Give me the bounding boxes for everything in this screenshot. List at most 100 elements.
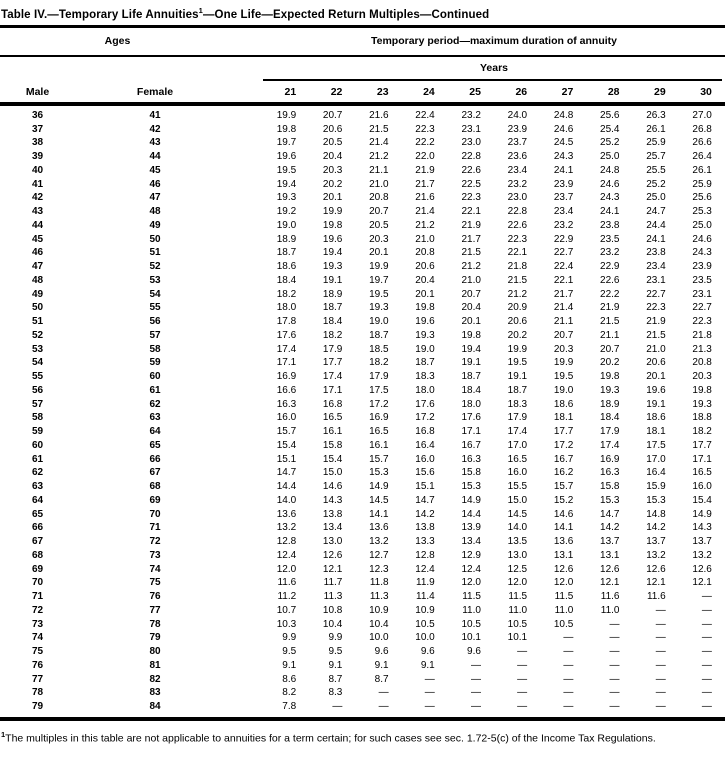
table-row: 61 66 15.1 15.4 15.7 16.0 16.3 16.5 16.7 16.9 17.0…	[0, 453, 725, 467]
years-header: Years	[479, 62, 509, 75]
cell-multiple-value: 24.1	[553, 164, 574, 176]
cell-multiple-value: 20.8	[415, 247, 435, 259]
row-spacer	[235, 549, 263, 563]
cell-multiple-value: —	[609, 632, 620, 644]
cell-multiple-value: 16.9	[276, 371, 297, 383]
cell-male-age: 68	[31, 549, 44, 561]
cell-female-age: 64	[149, 426, 161, 438]
cell-multiple-value: 16.3	[276, 398, 297, 410]
cell-female-age: 79	[149, 632, 161, 644]
cell-multiple-value: 11.8	[369, 577, 389, 589]
cell-multiple-value: 13.7	[692, 536, 712, 548]
cell-multiple-value: 12.6	[692, 563, 712, 575]
cell-male-age: 42	[31, 192, 44, 204]
cell-multiple-value: 19.0	[276, 219, 297, 231]
cell-female-age: 74	[149, 563, 161, 575]
cell-multiple-value: 19.6	[646, 384, 666, 396]
cell-male-age: 62	[31, 467, 44, 479]
cell-multiple-value: 25.6	[692, 192, 712, 204]
cell-male-age: 67	[31, 536, 44, 548]
cell-male-age: 79	[31, 701, 44, 713]
cell-multiple-value: 21.7	[461, 233, 481, 245]
table-row: 76 81 9.1 9.1 9.1 9.1 — — — — — —	[0, 659, 725, 673]
female-column-header: Female	[136, 85, 174, 98]
row-spacer	[235, 576, 263, 590]
cell-male-age: 61	[31, 453, 44, 465]
cell-male-age: 41	[31, 178, 44, 190]
cell-multiple-value: 20.7	[600, 343, 620, 355]
cell-multiple-value: 20.1	[461, 316, 481, 328]
cell-multiple-value: 11.2	[277, 591, 297, 603]
cell-multiple-value: 16.0	[507, 467, 528, 479]
table-row: 47 52 18.6 19.3 19.9 20.6 21.2 21.8 22.4 22.9 23.4…	[0, 260, 725, 274]
cell-multiple-value: 13.2	[646, 549, 666, 561]
cell-multiple-value: 24.6	[692, 233, 712, 245]
cell-multiple-value: —	[655, 604, 666, 616]
cell-multiple-value: 16.0	[415, 453, 435, 465]
footnote-marker: 1	[1, 729, 6, 739]
table-row: 60 65 15.4 15.8 16.1 16.4 16.7 17.0 17.2 17.4 17.5…	[0, 439, 725, 453]
cell-female-age: 43	[149, 137, 161, 149]
table-row: 62 67 14.7 15.0 15.3 15.6 15.8 16.0 16.2 16.3 16.4…	[0, 466, 725, 480]
cell-male-age: 50	[31, 302, 44, 314]
cell-multiple-value: 17.4	[600, 439, 620, 451]
table-row: 75 80 9.5 9.5 9.6 9.6 9.6 — — — — —	[0, 645, 725, 659]
cell-multiple-value: 14.9	[461, 494, 481, 506]
cell-multiple-value: 17.2	[415, 412, 435, 424]
cell-multiple-value: 21.5	[646, 329, 666, 341]
table-row: 43 48 19.2 19.9 20.7 21.4 22.1 22.8 23.4 24.1 24.7…	[0, 205, 725, 219]
cell-female-age: 55	[149, 302, 161, 314]
cell-multiple-value: 21.2	[369, 151, 389, 163]
cell-male-age: 69	[31, 563, 44, 575]
cell-multiple-value: 13.1	[600, 549, 620, 561]
row-spacer	[235, 508, 263, 522]
cell-multiple-value: 24.3	[692, 247, 712, 259]
cell-multiple-value: 15.6	[415, 467, 435, 479]
cell-multiple-value: 15.9	[646, 481, 666, 493]
cell-male-age: 72	[31, 604, 44, 616]
cell-multiple-value: 9.1	[328, 659, 343, 671]
cell-multiple-value: 21.5	[369, 123, 389, 135]
cell-multiple-value: 20.8	[692, 357, 712, 369]
cell-multiple-value: 14.2	[600, 522, 620, 534]
cell-multiple-value: 18.6	[646, 412, 666, 424]
row-spacer	[235, 494, 263, 508]
cell-multiple-value: 7.8	[282, 701, 297, 713]
cell-multiple-value: 11.3	[323, 591, 343, 603]
cell-female-age: 76	[149, 591, 161, 603]
cell-multiple-value: 12.7	[369, 549, 389, 561]
cell-multiple-value: 20.5	[369, 219, 389, 231]
cell-female-age: 52	[149, 261, 161, 273]
cell-multiple-value: 22.3	[646, 302, 666, 314]
table-title-text: Table IV.—Temporary Life Annuities	[1, 8, 199, 21]
cell-multiple-value: 15.4	[276, 439, 297, 451]
cell-female-age: 60	[149, 371, 161, 383]
cell-multiple-value: 23.5	[692, 274, 712, 286]
cell-multiple-value: 19.5	[276, 164, 297, 176]
cell-multiple-value: —	[655, 659, 666, 671]
year-column-header: 24	[423, 85, 435, 98]
cell-multiple-value: 23.4	[646, 261, 666, 273]
cell-female-age: 80	[149, 646, 161, 658]
cell-multiple-value: 19.6	[322, 233, 343, 245]
cell-multiple-value: —	[609, 687, 620, 699]
cell-multiple-value: 23.5	[600, 233, 620, 245]
table-row: 40 45 19.5 20.3 21.1 21.9 22.6 23.4 24.1 24.8 25.5…	[0, 164, 725, 178]
cell-multiple-value: 11.7	[323, 577, 343, 589]
cell-multiple-value: 21.9	[461, 219, 481, 231]
cell-multiple-value: —	[517, 673, 528, 685]
cell-multiple-value: 16.0	[692, 481, 712, 493]
cell-multiple-value: 22.4	[553, 261, 574, 273]
cell-multiple-value: 23.1	[461, 123, 481, 135]
cell-multiple-value: 19.1	[322, 274, 343, 286]
cell-multiple-value: 25.2	[646, 178, 666, 190]
row-spacer	[235, 618, 263, 632]
cell-multiple-value: 18.7	[507, 384, 528, 396]
table-row: 68 73 12.4 12.6 12.7 12.8 12.9 13.0 13.1 13.1 13.2…	[0, 549, 725, 563]
cell-multiple-value: 16.8	[322, 398, 343, 410]
table-row: 55 60 16.9 17.4 17.9 18.3 18.7 19.1 19.5 19.8 20.1…	[0, 370, 725, 384]
cell-female-age: 75	[149, 577, 161, 589]
male-column-header: Male	[25, 85, 50, 98]
cell-multiple-value: 17.6	[461, 412, 481, 424]
cell-multiple-value: 16.4	[646, 467, 666, 479]
